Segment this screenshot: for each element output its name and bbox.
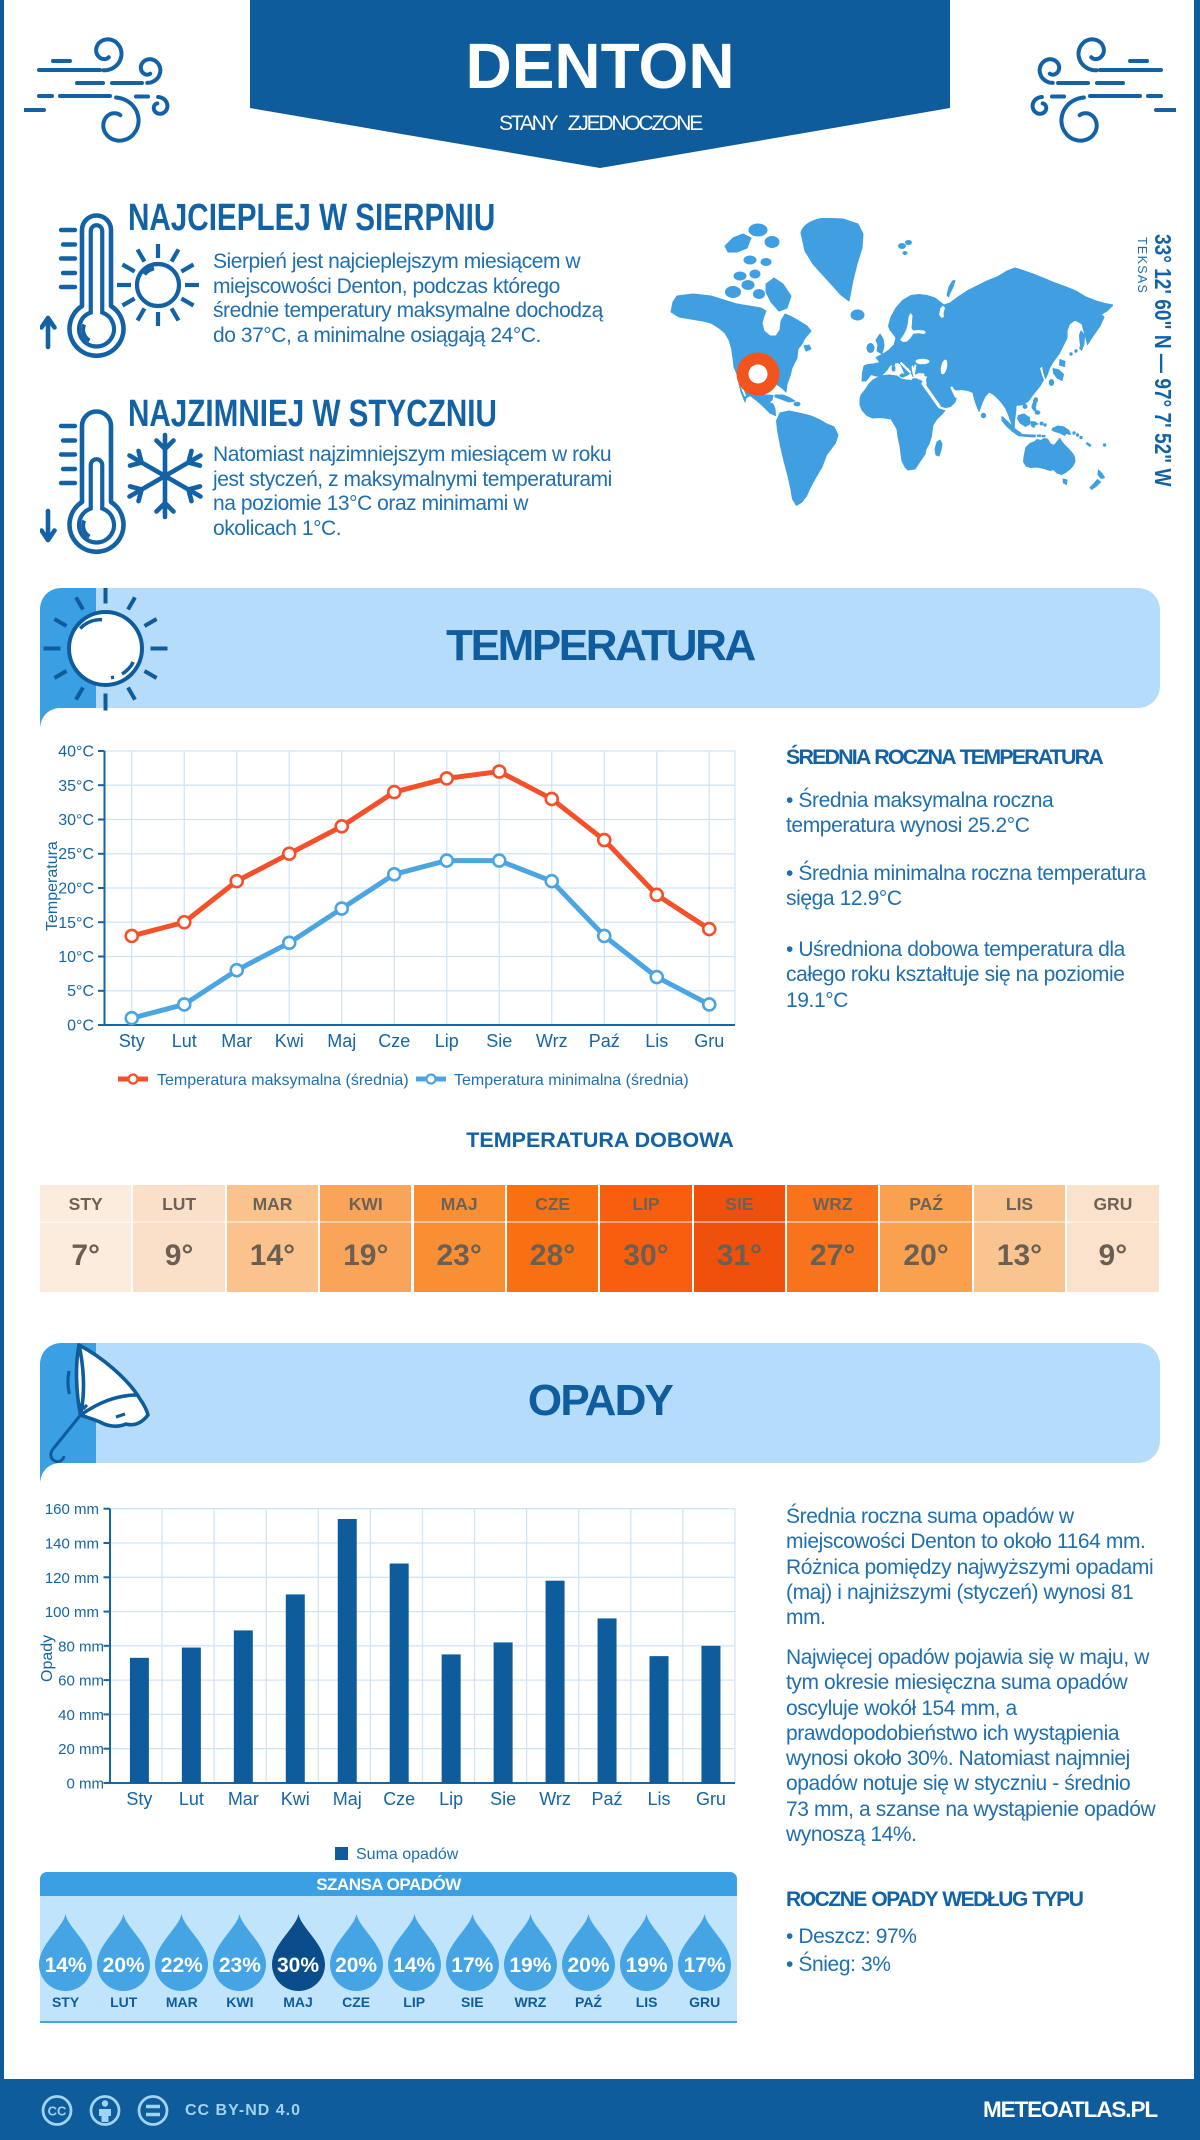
svg-text:Gru: Gru xyxy=(694,1031,724,1051)
svg-text:30°C: 30°C xyxy=(58,812,94,829)
svg-text:Temperatura: Temperatura xyxy=(44,841,61,931)
svg-text:Lut: Lut xyxy=(172,1031,197,1051)
svg-text:Maj: Maj xyxy=(327,1031,356,1051)
svg-text:Sty: Sty xyxy=(126,1789,152,1809)
svg-text:80 mm: 80 mm xyxy=(58,1638,104,1655)
svg-text:Suma opadów: Suma opadów xyxy=(356,1846,459,1863)
svg-text:Cze: Cze xyxy=(378,1031,410,1051)
svg-text:5°C: 5°C xyxy=(67,983,94,1000)
svg-text:Opady: Opady xyxy=(40,1635,56,1682)
svg-text:Temperatura minimalna (średnia: Temperatura minimalna (średnia) xyxy=(454,1072,689,1089)
svg-text:120 mm: 120 mm xyxy=(45,1570,99,1587)
svg-text:Lip: Lip xyxy=(435,1031,459,1051)
svg-text:Sie: Sie xyxy=(490,1789,516,1809)
svg-text:Sie: Sie xyxy=(486,1031,512,1051)
svg-text:Lut: Lut xyxy=(179,1789,204,1809)
svg-text:Temperatura maksymalna (średni: Temperatura maksymalna (średnia) xyxy=(157,1072,409,1089)
svg-text:10°C: 10°C xyxy=(58,949,94,966)
svg-text:25°C: 25°C xyxy=(58,846,94,863)
svg-text:160 mm: 160 mm xyxy=(45,1501,99,1518)
svg-text:Mar: Mar xyxy=(221,1031,252,1051)
svg-text:Sty: Sty xyxy=(119,1031,145,1051)
svg-text:Lis: Lis xyxy=(647,1789,670,1809)
svg-text:140 mm: 140 mm xyxy=(45,1536,99,1553)
svg-text:0°C: 0°C xyxy=(67,1018,94,1035)
svg-text:100 mm: 100 mm xyxy=(45,1604,99,1621)
svg-text:20°C: 20°C xyxy=(58,881,94,898)
svg-text:20 mm: 20 mm xyxy=(58,1741,104,1758)
svg-text:Maj: Maj xyxy=(333,1789,362,1809)
svg-text:Cze: Cze xyxy=(383,1789,415,1809)
svg-text:35°C: 35°C xyxy=(58,778,94,795)
svg-text:Wrz: Wrz xyxy=(539,1789,571,1809)
svg-text:40 mm: 40 mm xyxy=(58,1707,104,1724)
svg-text:Lis: Lis xyxy=(645,1031,668,1051)
svg-text:0 mm: 0 mm xyxy=(67,1776,105,1793)
svg-text:15°C: 15°C xyxy=(58,915,94,932)
svg-text:Lip: Lip xyxy=(439,1789,463,1809)
svg-text:Gru: Gru xyxy=(696,1789,726,1809)
svg-text:Mar: Mar xyxy=(228,1789,259,1809)
svg-text:Kwi: Kwi xyxy=(275,1031,304,1051)
svg-text:Kwi: Kwi xyxy=(281,1789,310,1809)
svg-text:Paź: Paź xyxy=(592,1789,623,1809)
svg-text:Wrz: Wrz xyxy=(536,1031,568,1051)
svg-text:60 mm: 60 mm xyxy=(58,1673,104,1690)
svg-text:CC: CC xyxy=(48,2104,67,2119)
svg-text:Paź: Paź xyxy=(589,1031,620,1051)
svg-text:40°C: 40°C xyxy=(58,744,94,761)
